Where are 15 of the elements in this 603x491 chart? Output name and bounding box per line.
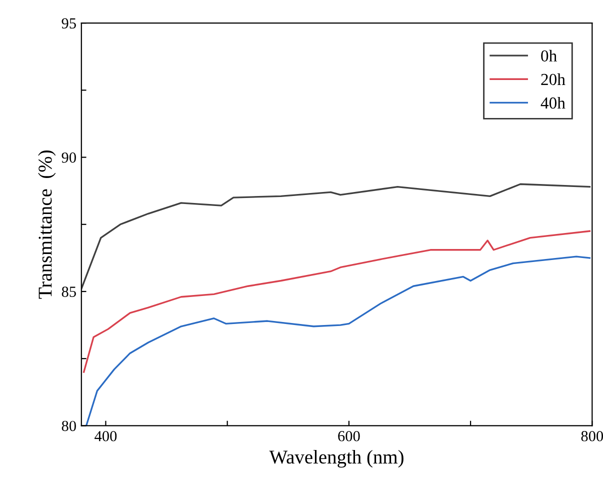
y-tick-label: 95 xyxy=(62,18,76,29)
x-tick-label: 800 xyxy=(581,431,603,442)
x-tick-label: 600 xyxy=(338,431,360,442)
legend-label: 0h xyxy=(541,50,557,62)
legend-label: 20h xyxy=(541,73,566,86)
y-tick-label: 90 xyxy=(62,152,76,163)
x-axis-title: Wavelength (nm) xyxy=(269,450,404,468)
y-tick-label: 80 xyxy=(62,420,76,432)
y-axis-title: Transmittance (%) xyxy=(38,150,56,299)
y-tick-label: 85 xyxy=(62,286,76,297)
x-tick-label: 400 xyxy=(94,431,117,442)
line-series xyxy=(83,230,591,373)
line-series xyxy=(85,256,591,426)
line-series xyxy=(81,183,591,290)
legend-label: 40h xyxy=(540,96,566,109)
